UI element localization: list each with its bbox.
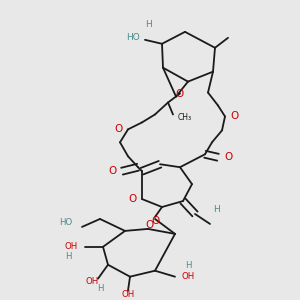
Text: O: O (115, 124, 123, 134)
Text: HO: HO (59, 218, 72, 227)
Text: H: H (145, 20, 152, 29)
Text: HO: HO (126, 33, 140, 42)
Text: CH₃: CH₃ (178, 113, 192, 122)
Text: O: O (129, 194, 137, 204)
Text: O: O (151, 216, 159, 226)
Text: O: O (230, 111, 238, 122)
Text: H: H (65, 252, 72, 261)
Text: H: H (97, 284, 103, 293)
Text: O: O (146, 220, 154, 230)
Text: H: H (185, 261, 191, 270)
Text: O: O (109, 166, 117, 176)
Text: OH: OH (65, 242, 78, 251)
Text: OH: OH (85, 277, 99, 286)
Text: OH: OH (182, 272, 195, 281)
Text: OH: OH (122, 290, 135, 299)
Text: O: O (176, 88, 184, 99)
Text: O: O (224, 152, 232, 162)
Text: H: H (213, 205, 220, 214)
